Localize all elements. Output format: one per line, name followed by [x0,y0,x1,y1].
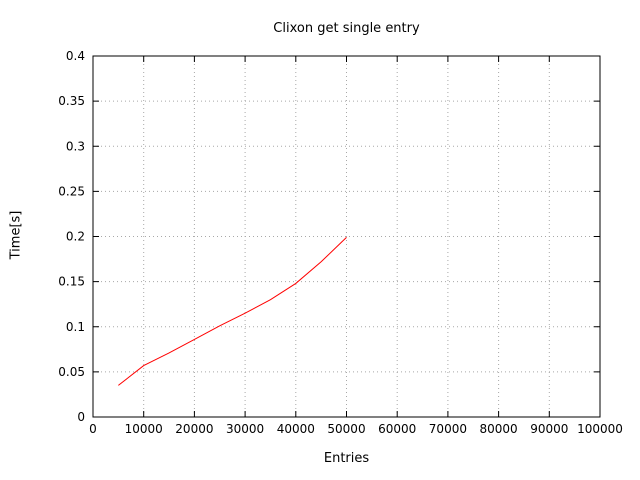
x-tick-label: 50000 [327,422,365,436]
y-tick-label: 0.35 [58,94,85,108]
y-tick-label: 0.25 [58,184,85,198]
chart-title: Clixon get single entry [273,21,420,36]
x-tick-label: 20000 [175,422,213,436]
grid-lines [92,55,601,418]
x-tick-label: 0 [89,422,97,436]
x-tick-label: 30000 [226,422,264,436]
y-tick-label: 0.05 [58,365,85,379]
y-tick-label: 0.3 [66,139,85,153]
series-rc-i686 [118,237,347,386]
x-axis-label: Entries [323,451,370,466]
x-tick-label: 10000 [125,422,163,436]
y-tick-label: 0.2 [66,230,85,244]
tick-labels: 0 10000 20000 30000 40000 50000 60000 70000 8000… [58,49,623,436]
y-axis-label: Time[s] [8,210,24,260]
x-tick-label: 100000 [577,422,623,436]
x-tick-label: 60000 [378,422,416,436]
x-tick-label: 80000 [480,422,518,436]
plot-border [92,55,601,418]
x-tick-label: 40000 [277,422,315,436]
y-tick-label: 0.4 [66,49,85,63]
y-tick-label: 0.1 [66,320,85,334]
x-tick-label: 90000 [530,422,568,436]
y-tick-label: 0.15 [58,275,85,289]
x-tick-label: 70000 [429,422,467,436]
y-tick-label: 0 [77,410,85,424]
